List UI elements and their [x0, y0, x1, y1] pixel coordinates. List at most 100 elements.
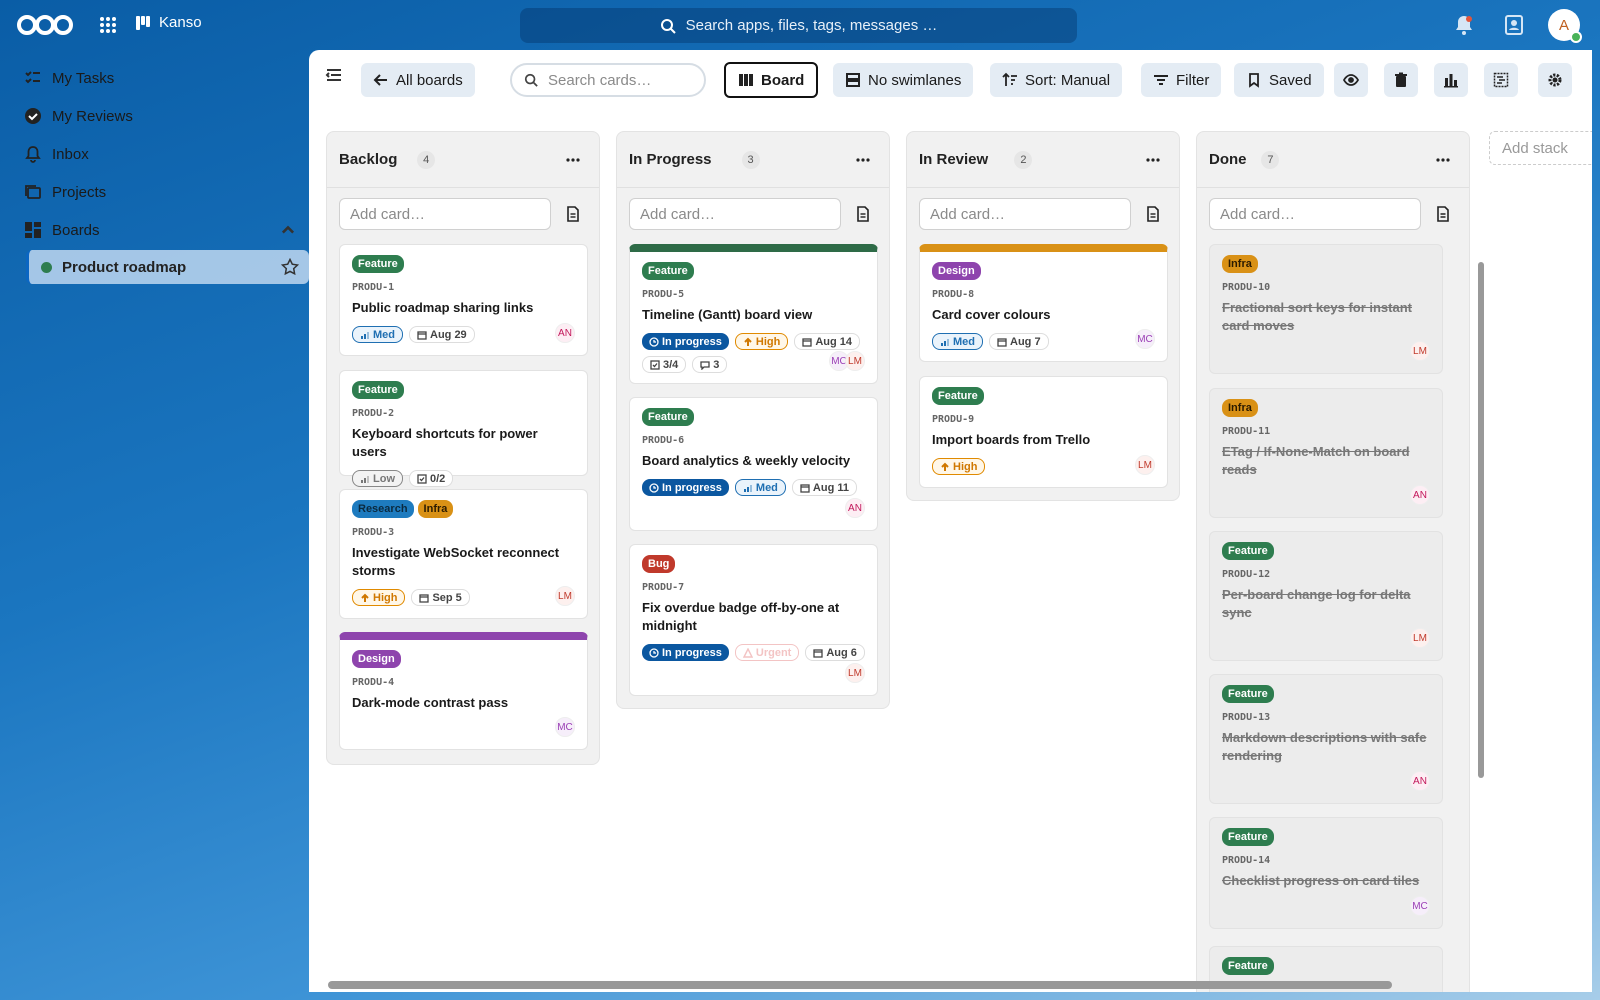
contacts-icon[interactable] — [1502, 13, 1526, 37]
kanban-card[interactable]: Feature PRODU-14 Checklist progress on car… — [1209, 817, 1443, 929]
chevron-up-icon[interactable] — [279, 221, 297, 239]
kanban-card[interactable]: Feature PRODU-12 Per-board change log for … — [1209, 531, 1443, 661]
card-assignees: LM — [1135, 455, 1155, 475]
sidebar-item-boards[interactable]: Boards — [12, 212, 309, 248]
notifications-icon[interactable] — [1452, 13, 1476, 37]
kanban-card[interactable]: Feature PRODU-9 Import boards from Trello H… — [919, 376, 1168, 488]
button-label: All boards — [396, 71, 463, 89]
kanban-card[interactable]: Infra PRODU-11 ETag / If-None-Match on boa… — [1209, 388, 1443, 518]
assignee-avatar[interactable]: AN — [555, 323, 575, 343]
kanban-card[interactable]: Bug PRODU-7 Fix overdue badge off-by-one a… — [629, 544, 878, 696]
card-id: PRODU-1 — [352, 282, 395, 293]
priority-text: High — [755, 335, 781, 348]
board-view-button[interactable]: Board — [724, 62, 819, 98]
column-title: Done — [1209, 151, 1247, 168]
kanban-card[interactable]: Feature PRODU-5 Timeline (Gantt) board vie… — [629, 244, 878, 384]
template-icon[interactable] — [855, 206, 871, 222]
template-icon[interactable] — [565, 206, 581, 222]
card-labels: Infra — [1222, 399, 1430, 417]
swimlanes-button[interactable]: No swimlanes — [833, 63, 974, 97]
status-text: In progress — [662, 646, 722, 659]
add-card-input[interactable]: Add card… — [1209, 198, 1421, 230]
more-options-icon[interactable] — [855, 152, 871, 168]
saved-views-button[interactable]: Saved — [1234, 63, 1324, 97]
sidebar-board-product-roadmap[interactable]: Product roadmap — [26, 250, 309, 284]
assignee-avatar[interactable]: AN — [1410, 771, 1430, 791]
sort-button[interactable]: Sort: Manual — [990, 63, 1123, 97]
card-id: PRODU-3 — [352, 527, 395, 538]
card-assignees: MC LM — [829, 351, 865, 371]
more-options-icon[interactable] — [1435, 152, 1451, 168]
add-card-input[interactable]: Add card… — [339, 198, 551, 230]
assignee-avatar[interactable]: LM — [845, 663, 865, 683]
sidebar-item-inbox[interactable]: Inbox — [12, 136, 309, 172]
template-icon[interactable] — [1145, 206, 1161, 222]
online-status-icon — [1570, 31, 1582, 43]
card-meta: In progress High Aug 14 — [642, 333, 865, 350]
star-icon[interactable] — [281, 258, 299, 276]
assignee-avatar[interactable]: AN — [845, 498, 865, 518]
kanban-card[interactable]: Design PRODU-4 Dark-mode contrast pass MC — [339, 632, 588, 750]
kanban-card[interactable]: Feature PRODU-1 Public roadmap sharing lin… — [339, 244, 588, 356]
nextcloud-logo-icon[interactable] — [14, 12, 76, 38]
template-icon[interactable] — [1435, 206, 1451, 222]
assignee-avatar[interactable]: LM — [845, 351, 865, 371]
assignee-avatar[interactable]: LM — [555, 586, 575, 606]
priority-text: Med — [953, 335, 975, 348]
assignee-avatar[interactable]: MC — [555, 717, 575, 737]
sidebar-toggle-icon[interactable] — [325, 66, 343, 84]
sidebar-item-projects[interactable]: Projects — [12, 174, 309, 210]
priority-text: Med — [373, 328, 395, 341]
priority-chip: Med — [932, 333, 983, 350]
kanban-card[interactable]: Feature PRODU-13 Markdown descriptions wit… — [1209, 674, 1443, 804]
app-switcher[interactable]: Kanso — [135, 14, 202, 31]
filter-icon — [1154, 75, 1168, 85]
search-cards-input[interactable]: Search cards… — [510, 63, 706, 97]
bookmark-icon — [1249, 73, 1259, 88]
analytics-button[interactable] — [1434, 63, 1468, 97]
trash-button[interactable] — [1384, 63, 1418, 97]
assignee-avatar[interactable]: LM — [1410, 341, 1430, 361]
all-boards-button[interactable]: All boards — [361, 63, 475, 97]
timeline-button[interactable] — [1484, 63, 1518, 97]
add-card-input[interactable]: Add card… — [919, 198, 1131, 230]
sidebar-item-my-tasks[interactable]: My Tasks — [12, 60, 309, 96]
filter-button[interactable]: Filter — [1141, 63, 1222, 97]
columns-icon — [739, 74, 753, 86]
assignee-avatar[interactable]: MC — [1135, 329, 1155, 349]
done-column-scrollbar[interactable] — [1477, 258, 1485, 974]
board-horizontal-scrollbar[interactable] — [320, 981, 1592, 989]
assignee-avatar[interactable]: AN — [1410, 485, 1430, 505]
due-date-chip: Sep 5 — [411, 589, 470, 606]
sidebar-item-my-reviews[interactable]: My Reviews — [12, 98, 309, 134]
kanban-card[interactable]: Research Infra PRODU-3 Investigate WebSocke… — [339, 489, 588, 619]
scrollbar-thumb[interactable] — [1478, 262, 1484, 778]
watch-button[interactable] — [1334, 63, 1368, 97]
card-assignees: MC — [1135, 329, 1155, 349]
add-card-input[interactable]: Add card… — [629, 198, 841, 230]
card-id: PRODU-13 — [1222, 712, 1271, 723]
board-settings-button[interactable] — [1538, 63, 1572, 97]
global-search[interactable]: Search apps, files, tags, messages … — [520, 8, 1077, 43]
card-labels: Feature — [352, 255, 575, 273]
card-labels: Feature — [1222, 685, 1430, 703]
kanban-card[interactable]: Infra PRODU-10 Fractional sort keys for in… — [1209, 244, 1443, 374]
add-stack-input[interactable]: Add stack — [1489, 131, 1592, 165]
due-date-text: Sep 5 — [432, 591, 462, 604]
assignee-avatar[interactable]: LM — [1410, 628, 1430, 648]
kanban-card[interactable]: Feature PRODU-6 Board analytics & weekly v… — [629, 397, 878, 531]
kanban-icon — [136, 15, 150, 30]
apps-grid-icon[interactable] — [98, 15, 118, 35]
scrollbar-thumb[interactable] — [328, 981, 1392, 989]
assignee-avatar[interactable]: LM — [1135, 455, 1155, 475]
more-options-icon[interactable] — [1145, 152, 1161, 168]
assignee-avatar[interactable]: MC — [1410, 896, 1430, 916]
verified-check-icon — [25, 108, 41, 124]
card-id: PRODU-6 — [642, 435, 685, 446]
column-title: In Review — [919, 151, 989, 168]
more-options-icon[interactable] — [565, 152, 581, 168]
user-avatar[interactable]: A — [1548, 9, 1582, 43]
card-id: PRODU-8 — [932, 289, 975, 300]
kanban-card[interactable]: Feature PRODU-2 Keyboard shortcuts for pow… — [339, 370, 588, 487]
